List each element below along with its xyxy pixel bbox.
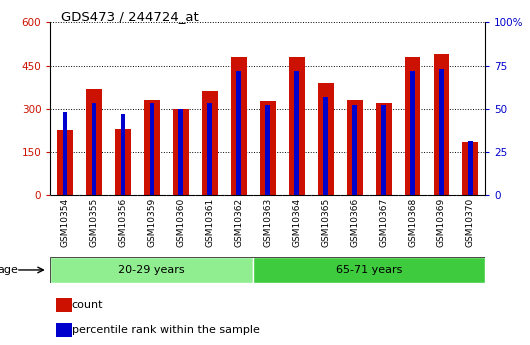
Bar <box>289 57 305 195</box>
Text: GSM10367: GSM10367 <box>379 197 388 247</box>
Bar <box>207 104 212 195</box>
Text: GSM10370: GSM10370 <box>466 197 475 247</box>
Bar <box>63 112 67 195</box>
Bar <box>149 104 154 195</box>
Text: 65-71 years: 65-71 years <box>336 265 402 275</box>
Bar <box>120 114 125 195</box>
Text: GDS473 / 244724_at: GDS473 / 244724_at <box>61 10 199 23</box>
Text: percentile rank within the sample: percentile rank within the sample <box>72 325 259 335</box>
Bar <box>86 89 102 195</box>
Text: count: count <box>72 300 103 310</box>
Bar <box>173 109 189 195</box>
Text: GSM10359: GSM10359 <box>147 197 156 247</box>
Bar <box>323 97 328 195</box>
Text: age: age <box>0 265 18 275</box>
Bar <box>294 71 299 195</box>
Text: GSM10363: GSM10363 <box>263 197 272 247</box>
Bar <box>56 298 72 312</box>
Text: GSM10362: GSM10362 <box>234 197 243 247</box>
Bar <box>434 54 449 195</box>
Bar <box>468 141 473 195</box>
Bar <box>352 105 357 195</box>
Bar <box>347 100 363 195</box>
Bar <box>317 83 333 195</box>
Bar <box>463 142 479 195</box>
Text: GSM10360: GSM10360 <box>176 197 185 247</box>
Bar <box>439 69 444 195</box>
Text: GSM10356: GSM10356 <box>118 197 127 247</box>
Bar <box>144 100 160 195</box>
Bar <box>202 91 218 195</box>
Text: GSM10364: GSM10364 <box>292 197 301 247</box>
Bar <box>179 109 183 195</box>
Bar <box>376 103 392 195</box>
Bar <box>260 101 276 195</box>
Bar <box>404 57 420 195</box>
Bar <box>92 104 96 195</box>
Bar <box>381 105 386 195</box>
Bar <box>231 57 246 195</box>
Bar <box>56 323 72 337</box>
Bar <box>253 257 485 283</box>
Bar <box>266 105 270 195</box>
Bar <box>50 257 253 283</box>
Text: GSM10366: GSM10366 <box>350 197 359 247</box>
Text: GSM10355: GSM10355 <box>90 197 98 247</box>
Bar <box>410 71 415 195</box>
Bar <box>236 71 241 195</box>
Text: GSM10368: GSM10368 <box>408 197 417 247</box>
Text: GSM10365: GSM10365 <box>321 197 330 247</box>
Text: 20-29 years: 20-29 years <box>118 265 185 275</box>
Bar <box>115 129 131 195</box>
Bar <box>57 130 73 195</box>
Text: GSM10369: GSM10369 <box>437 197 446 247</box>
Text: GSM10361: GSM10361 <box>205 197 214 247</box>
Text: GSM10354: GSM10354 <box>60 197 69 247</box>
